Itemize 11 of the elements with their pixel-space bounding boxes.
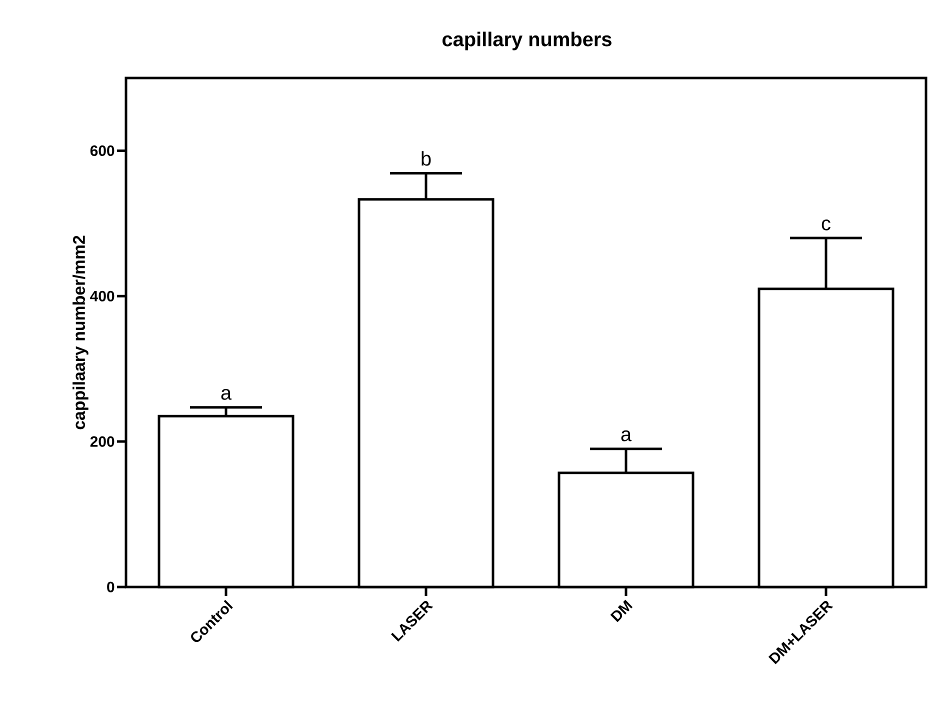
annotation: b [422,151,431,166]
y-tick-label: 600 [90,145,114,156]
annotation: c [822,220,830,230]
y-tick-label: 200 [90,436,114,447]
y-tick-label: 400 [90,290,114,302]
x-tick-label: DM [610,600,633,622]
y-axis-title: cappilaary number/mm2 [72,236,88,430]
y-tick-label: 0 [107,582,114,592]
annotation: a [621,430,632,442]
annotation: a [221,388,232,400]
chart-title: capillary numbers [442,32,612,50]
